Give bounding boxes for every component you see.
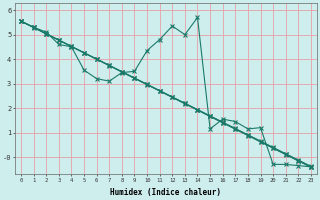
X-axis label: Humidex (Indice chaleur): Humidex (Indice chaleur) (110, 188, 221, 197)
